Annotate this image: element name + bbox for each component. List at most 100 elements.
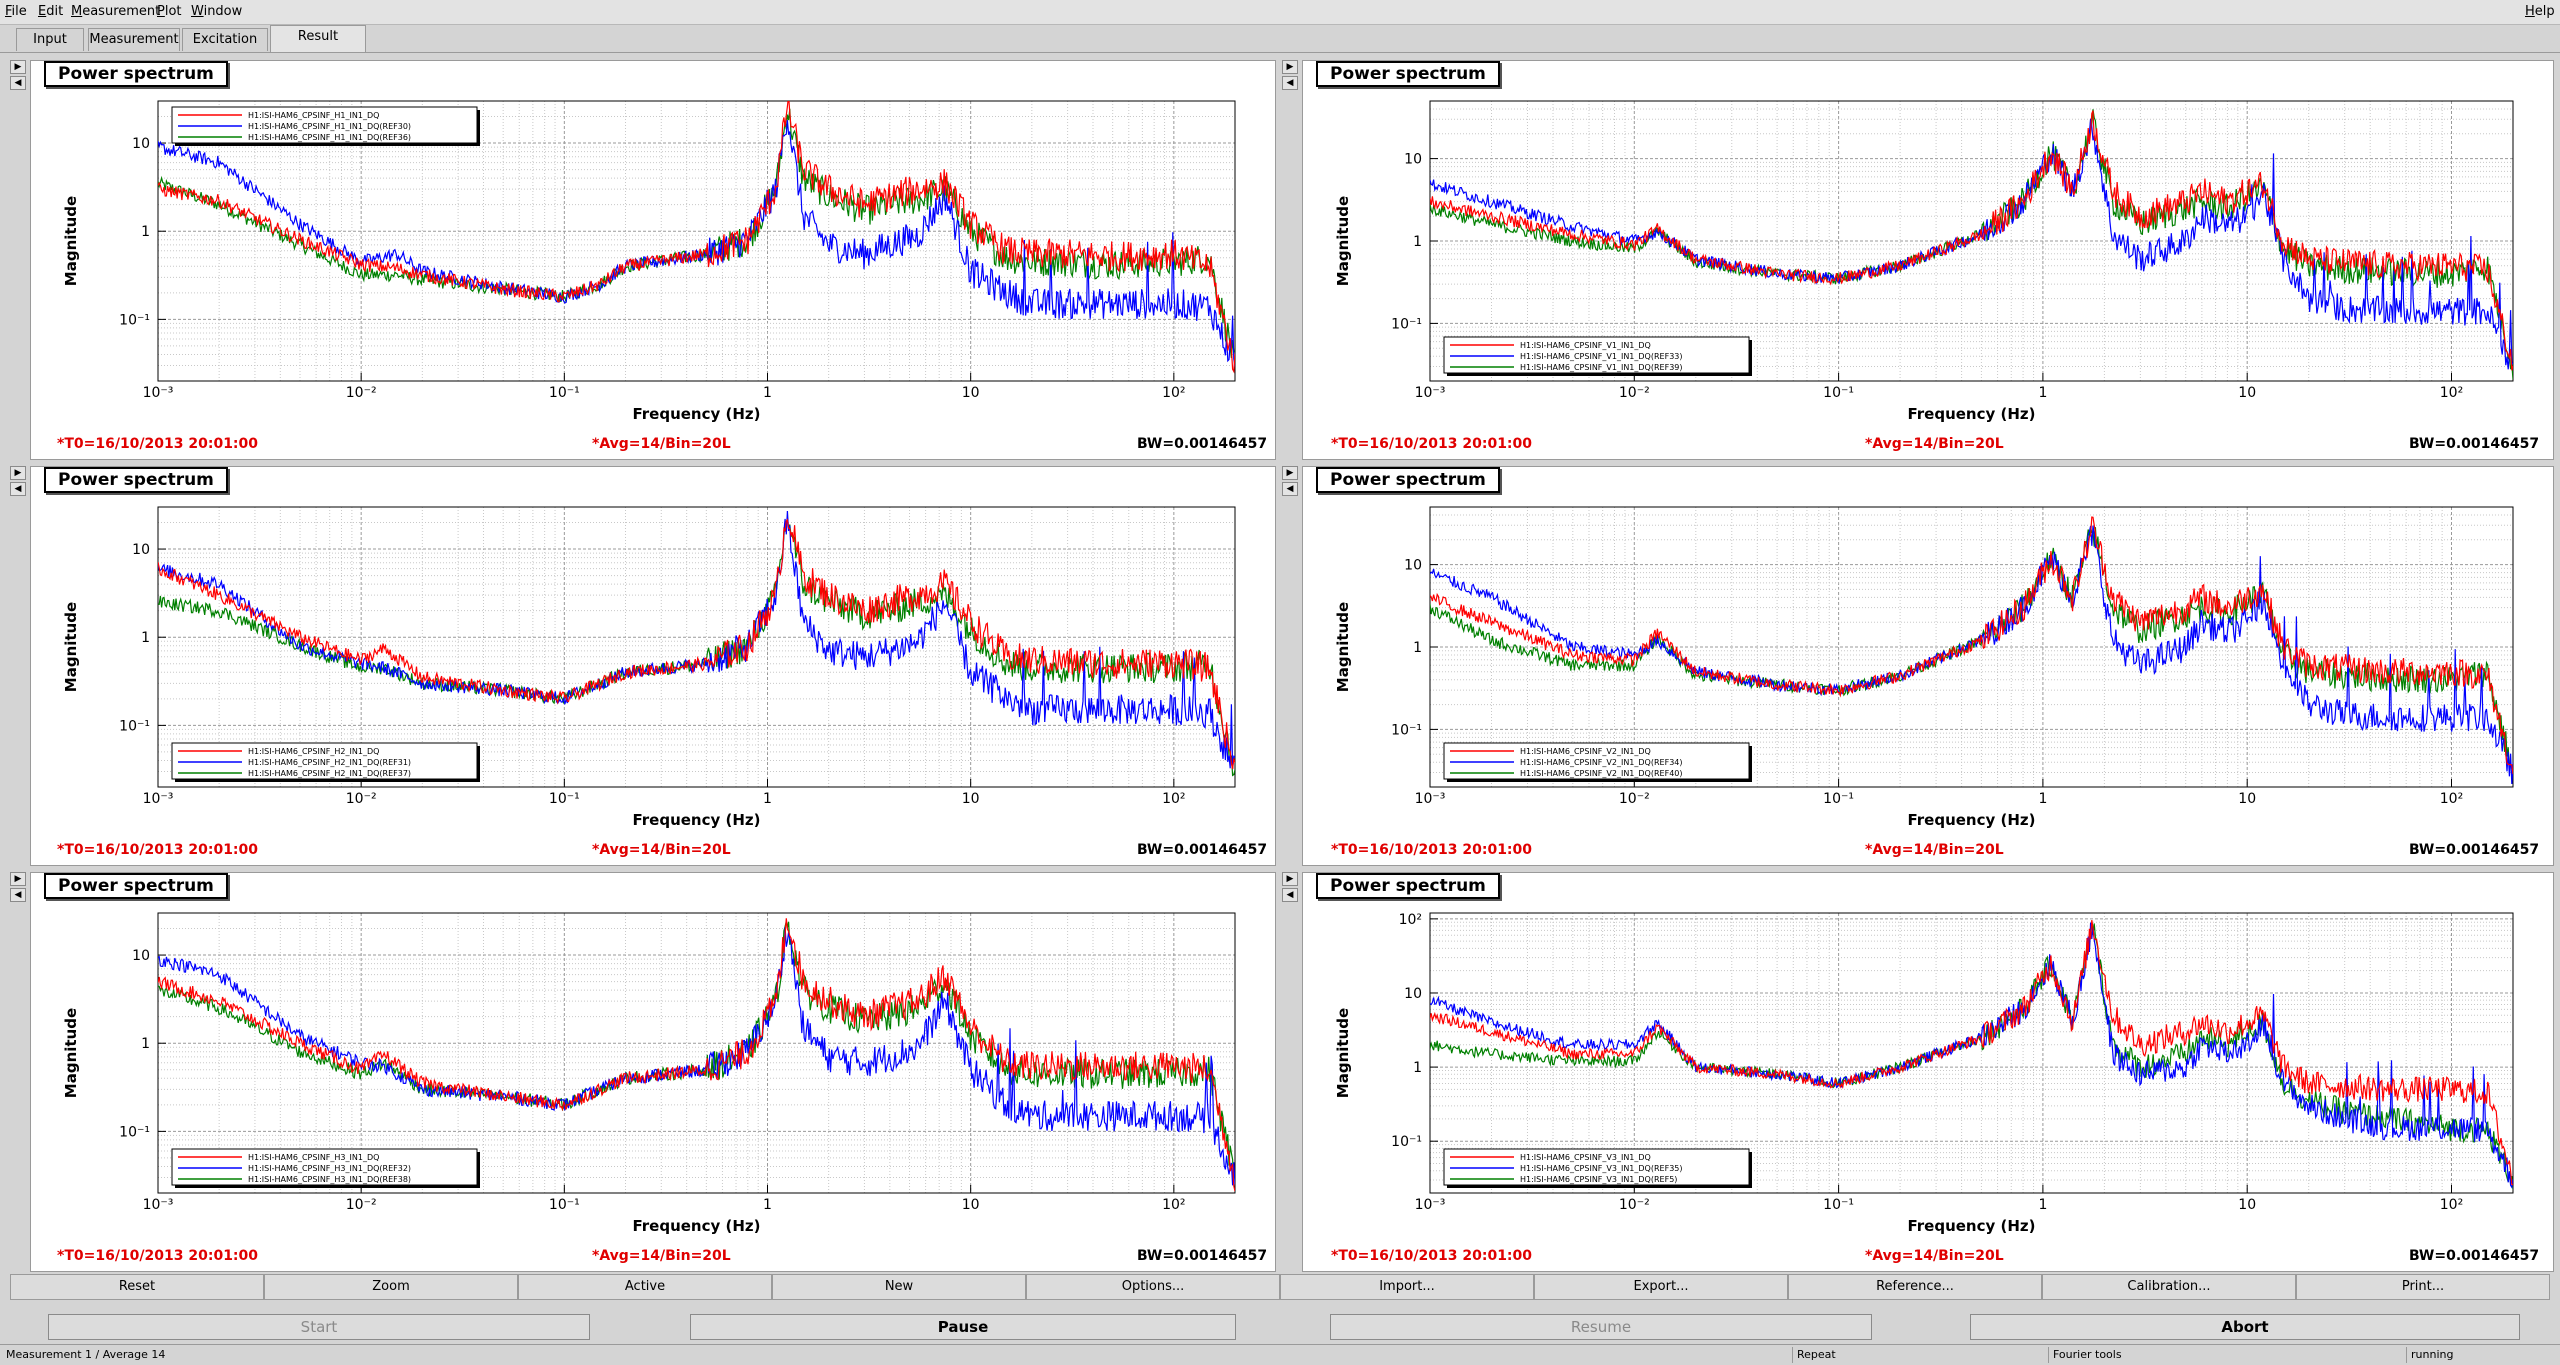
- bw-label: BW=0.00146457: [2409, 1248, 2540, 1264]
- tab-measurement[interactable]: Measurement: [88, 28, 180, 51]
- arrow-left-icon[interactable]: ◀: [10, 482, 26, 496]
- pause-button[interactable]: Pause: [690, 1314, 1236, 1340]
- x-tick-label: 10⁻³: [143, 791, 174, 807]
- x-tick-label: 10: [962, 1197, 980, 1213]
- x-tick-label: 10⁻¹: [549, 791, 580, 807]
- series-line-0: [1430, 920, 2513, 1186]
- y-tick-label: 10²: [1399, 912, 1422, 928]
- import-button[interactable]: Import...: [1280, 1274, 1534, 1300]
- legend: H1:ISI-HAM6_CPSINF_V3_IN1_DQ H1:ISI-HAM6_…: [1443, 1148, 1752, 1188]
- x-tick-label: 10⁻¹: [549, 385, 580, 401]
- menu-window[interactable]: Window: [191, 4, 243, 19]
- x-tick-label: 10: [962, 791, 980, 807]
- reference-button[interactable]: Reference...: [1788, 1274, 2042, 1300]
- tab-excitation[interactable]: Excitation: [182, 28, 268, 51]
- y-tick-label: 1: [141, 630, 150, 646]
- y-tick-label: 10⁻¹: [1391, 1134, 1422, 1150]
- power-spectrum-chart[interactable]: 10⁻³ 10⁻² 10⁻¹ 1 10 10² 10⁻¹ 1 10 Frequency (Hz) M…: [31, 873, 1275, 1271]
- power-spectrum-chart[interactable]: 10⁻³ 10⁻² 10⁻¹ 1 10 10² 10⁻¹ 1 10 Frequency (Hz) M…: [1303, 467, 2553, 865]
- plot-frame: [157, 100, 1236, 382]
- y-tick-label: 1: [141, 224, 150, 240]
- menu-plot[interactable]: Plot: [157, 4, 182, 19]
- x-axis-label: Frequency (Hz): [632, 811, 760, 829]
- abort-button[interactable]: Abort: [1970, 1314, 2520, 1340]
- avg-label: *Avg=14/Bin=20L: [1865, 436, 2004, 452]
- arrow-right-icon[interactable]: ▶: [10, 872, 26, 886]
- series-line-0: [1430, 110, 2513, 371]
- x-tick-label: 10²: [2440, 1197, 2463, 1213]
- t0-label: *T0=16/10/2013 20:01:00: [57, 1248, 259, 1264]
- legend-label: H1:ISI-HAM6_CPSINF_H3_IN1_DQ(REF32): [248, 1164, 411, 1173]
- y-tick-label: 10⁻¹: [119, 718, 150, 734]
- power-spectrum-chart[interactable]: 10⁻³ 10⁻² 10⁻¹ 1 10 10² 10⁻¹ 1 10 10² Frequency (H…: [1303, 873, 2553, 1271]
- series-line-1: [158, 120, 1235, 367]
- x-tick-label: 10⁻²: [346, 385, 377, 401]
- x-axis-label: Frequency (Hz): [1907, 405, 2035, 423]
- avg-label: *Avg=14/Bin=20L: [1865, 1248, 2004, 1264]
- legend-label: H1:ISI-HAM6_CPSINF_H1_IN1_DQ: [248, 111, 379, 120]
- legend-label: H1:ISI-HAM6_CPSINF_V2_IN1_DQ(REF34): [1520, 758, 1683, 767]
- legend-label: H1:ISI-HAM6_CPSINF_V1_IN1_DQ(REF33): [1520, 352, 1683, 361]
- y-axis-label: Magnitude: [62, 196, 80, 286]
- start-button[interactable]: Start: [48, 1314, 590, 1340]
- arrow-left-icon[interactable]: ◀: [1282, 888, 1298, 902]
- t0-label: *T0=16/10/2013 20:01:00: [1331, 436, 1533, 452]
- tab-result[interactable]: Result: [270, 25, 366, 52]
- print-button[interactable]: Print...: [2296, 1274, 2550, 1300]
- y-axis-label: Magnitude: [62, 602, 80, 692]
- x-tick-label: 10⁻¹: [549, 1197, 580, 1213]
- menu-bar: File Edit Measurement Plot Window Help: [0, 0, 2560, 25]
- plot-panel-v3: Power spectrum 10⁻³ 10⁻² 10⁻¹ 1 10 10² 10⁻¹ 1 10…: [1302, 872, 2554, 1272]
- tab-input[interactable]: Input: [16, 28, 84, 51]
- new-button[interactable]: New: [772, 1274, 1026, 1300]
- plot-panel-h3: Power spectrum 10⁻³ 10⁻² 10⁻¹ 1 10 10² 10⁻¹ 1 10…: [30, 872, 1276, 1272]
- legend-label: H1:ISI-HAM6_CPSINF_V2_IN1_DQ: [1520, 747, 1651, 756]
- panel-arrows: ▶ ◀: [1282, 872, 1298, 912]
- series-line-0: [1430, 516, 2513, 775]
- power-spectrum-chart[interactable]: 10⁻³ 10⁻² 10⁻¹ 1 10 10² 10⁻¹ 1 10 Frequency (Hz) M…: [1303, 61, 2553, 459]
- panel-arrows: ▶ ◀: [10, 60, 26, 100]
- arrow-right-icon[interactable]: ▶: [10, 60, 26, 74]
- reset-button[interactable]: Reset: [10, 1274, 264, 1300]
- active-button[interactable]: Active: [518, 1274, 772, 1300]
- x-tick-label: 1: [2038, 385, 2047, 401]
- calibration-button[interactable]: Calibration...: [2042, 1274, 2296, 1300]
- x-tick-label: 10⁻²: [1619, 791, 1650, 807]
- y-tick-label: 10: [132, 136, 150, 152]
- legend-label: H1:ISI-HAM6_CPSINF_V3_IN1_DQ(REF35): [1520, 1164, 1683, 1173]
- legend-label: H1:ISI-HAM6_CPSINF_V1_IN1_DQ: [1520, 341, 1651, 350]
- arrow-left-icon[interactable]: ◀: [10, 76, 26, 90]
- x-tick-label: 10⁻²: [1619, 385, 1650, 401]
- series-line-2: [1430, 527, 2513, 770]
- panel-arrows: ▶ ◀: [10, 872, 26, 912]
- status-measurement: Measurement 1 / Average 14: [6, 1348, 166, 1361]
- zoom-button[interactable]: Zoom: [264, 1274, 518, 1300]
- menu-edit[interactable]: Edit: [38, 4, 64, 19]
- arrow-left-icon[interactable]: ◀: [10, 888, 26, 902]
- x-tick-label: 10: [2238, 1197, 2256, 1213]
- arrow-right-icon[interactable]: ▶: [1282, 60, 1298, 74]
- power-spectrum-chart[interactable]: 10⁻³ 10⁻² 10⁻¹ 1 10 10² 10⁻¹ 1 10 Frequency (Hz) M…: [31, 467, 1275, 865]
- options-button[interactable]: Options...: [1026, 1274, 1280, 1300]
- panel-title: Power spectrum: [1316, 873, 1500, 899]
- plot-panel-v2: Power spectrum 10⁻³ 10⁻² 10⁻¹ 1 10 10² 10⁻¹ 1 10…: [1302, 466, 2554, 866]
- arrow-left-icon[interactable]: ◀: [1282, 482, 1298, 496]
- legend-label: H1:ISI-HAM6_CPSINF_V2_IN1_DQ(REF40): [1520, 769, 1683, 778]
- menu-help[interactable]: Help: [2525, 4, 2555, 19]
- bw-label: BW=0.00146457: [1137, 1248, 1268, 1264]
- arrow-right-icon[interactable]: ▶: [10, 466, 26, 480]
- y-axis-label: Magnitude: [62, 1008, 80, 1098]
- legend-label: H1:ISI-HAM6_CPSINF_H2_IN1_DQ(REF37): [248, 769, 411, 778]
- plot-frame: [1429, 912, 2514, 1194]
- arrow-left-icon[interactable]: ◀: [1282, 76, 1298, 90]
- arrow-right-icon[interactable]: ▶: [1282, 466, 1298, 480]
- export-button[interactable]: Export...: [1534, 1274, 1788, 1300]
- x-tick-label: 10²: [1162, 1197, 1185, 1213]
- x-tick-label: 10²: [2440, 385, 2463, 401]
- resume-button[interactable]: Resume: [1330, 1314, 1872, 1340]
- menu-file[interactable]: File: [5, 4, 27, 19]
- arrow-right-icon[interactable]: ▶: [1282, 872, 1298, 886]
- power-spectrum-chart[interactable]: 10⁻³ 10⁻² 10⁻¹ 1 10 10² 10⁻¹ 1 10 Frequency (Hz) M…: [31, 61, 1275, 459]
- menu-measurement[interactable]: Measurement: [71, 4, 161, 19]
- y-tick-label: 1: [1413, 1060, 1422, 1076]
